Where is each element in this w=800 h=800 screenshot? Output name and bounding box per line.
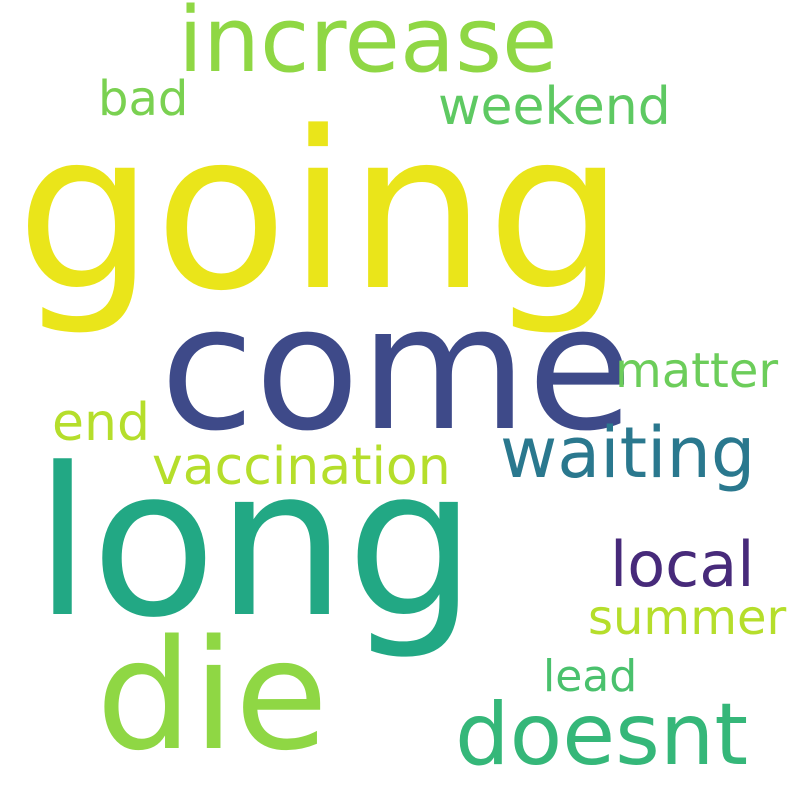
word-doesnt: doesnt: [455, 685, 749, 785]
word-long: long: [34, 425, 477, 663]
word-vaccination: vaccination: [152, 437, 451, 497]
word-come: come: [160, 268, 634, 469]
word-bad: bad: [98, 71, 189, 127]
word-waiting: waiting: [500, 412, 756, 494]
word-weekend: weekend: [438, 77, 671, 137]
word-summer: summer: [588, 590, 787, 646]
word-end: end: [52, 393, 150, 453]
word-lead: lead: [543, 651, 638, 702]
word-going: going: [16, 86, 625, 339]
word-die: die: [96, 607, 329, 784]
word-increase: increase: [178, 0, 558, 93]
word-matter: matter: [615, 343, 779, 399]
word-local: local: [610, 528, 755, 601]
